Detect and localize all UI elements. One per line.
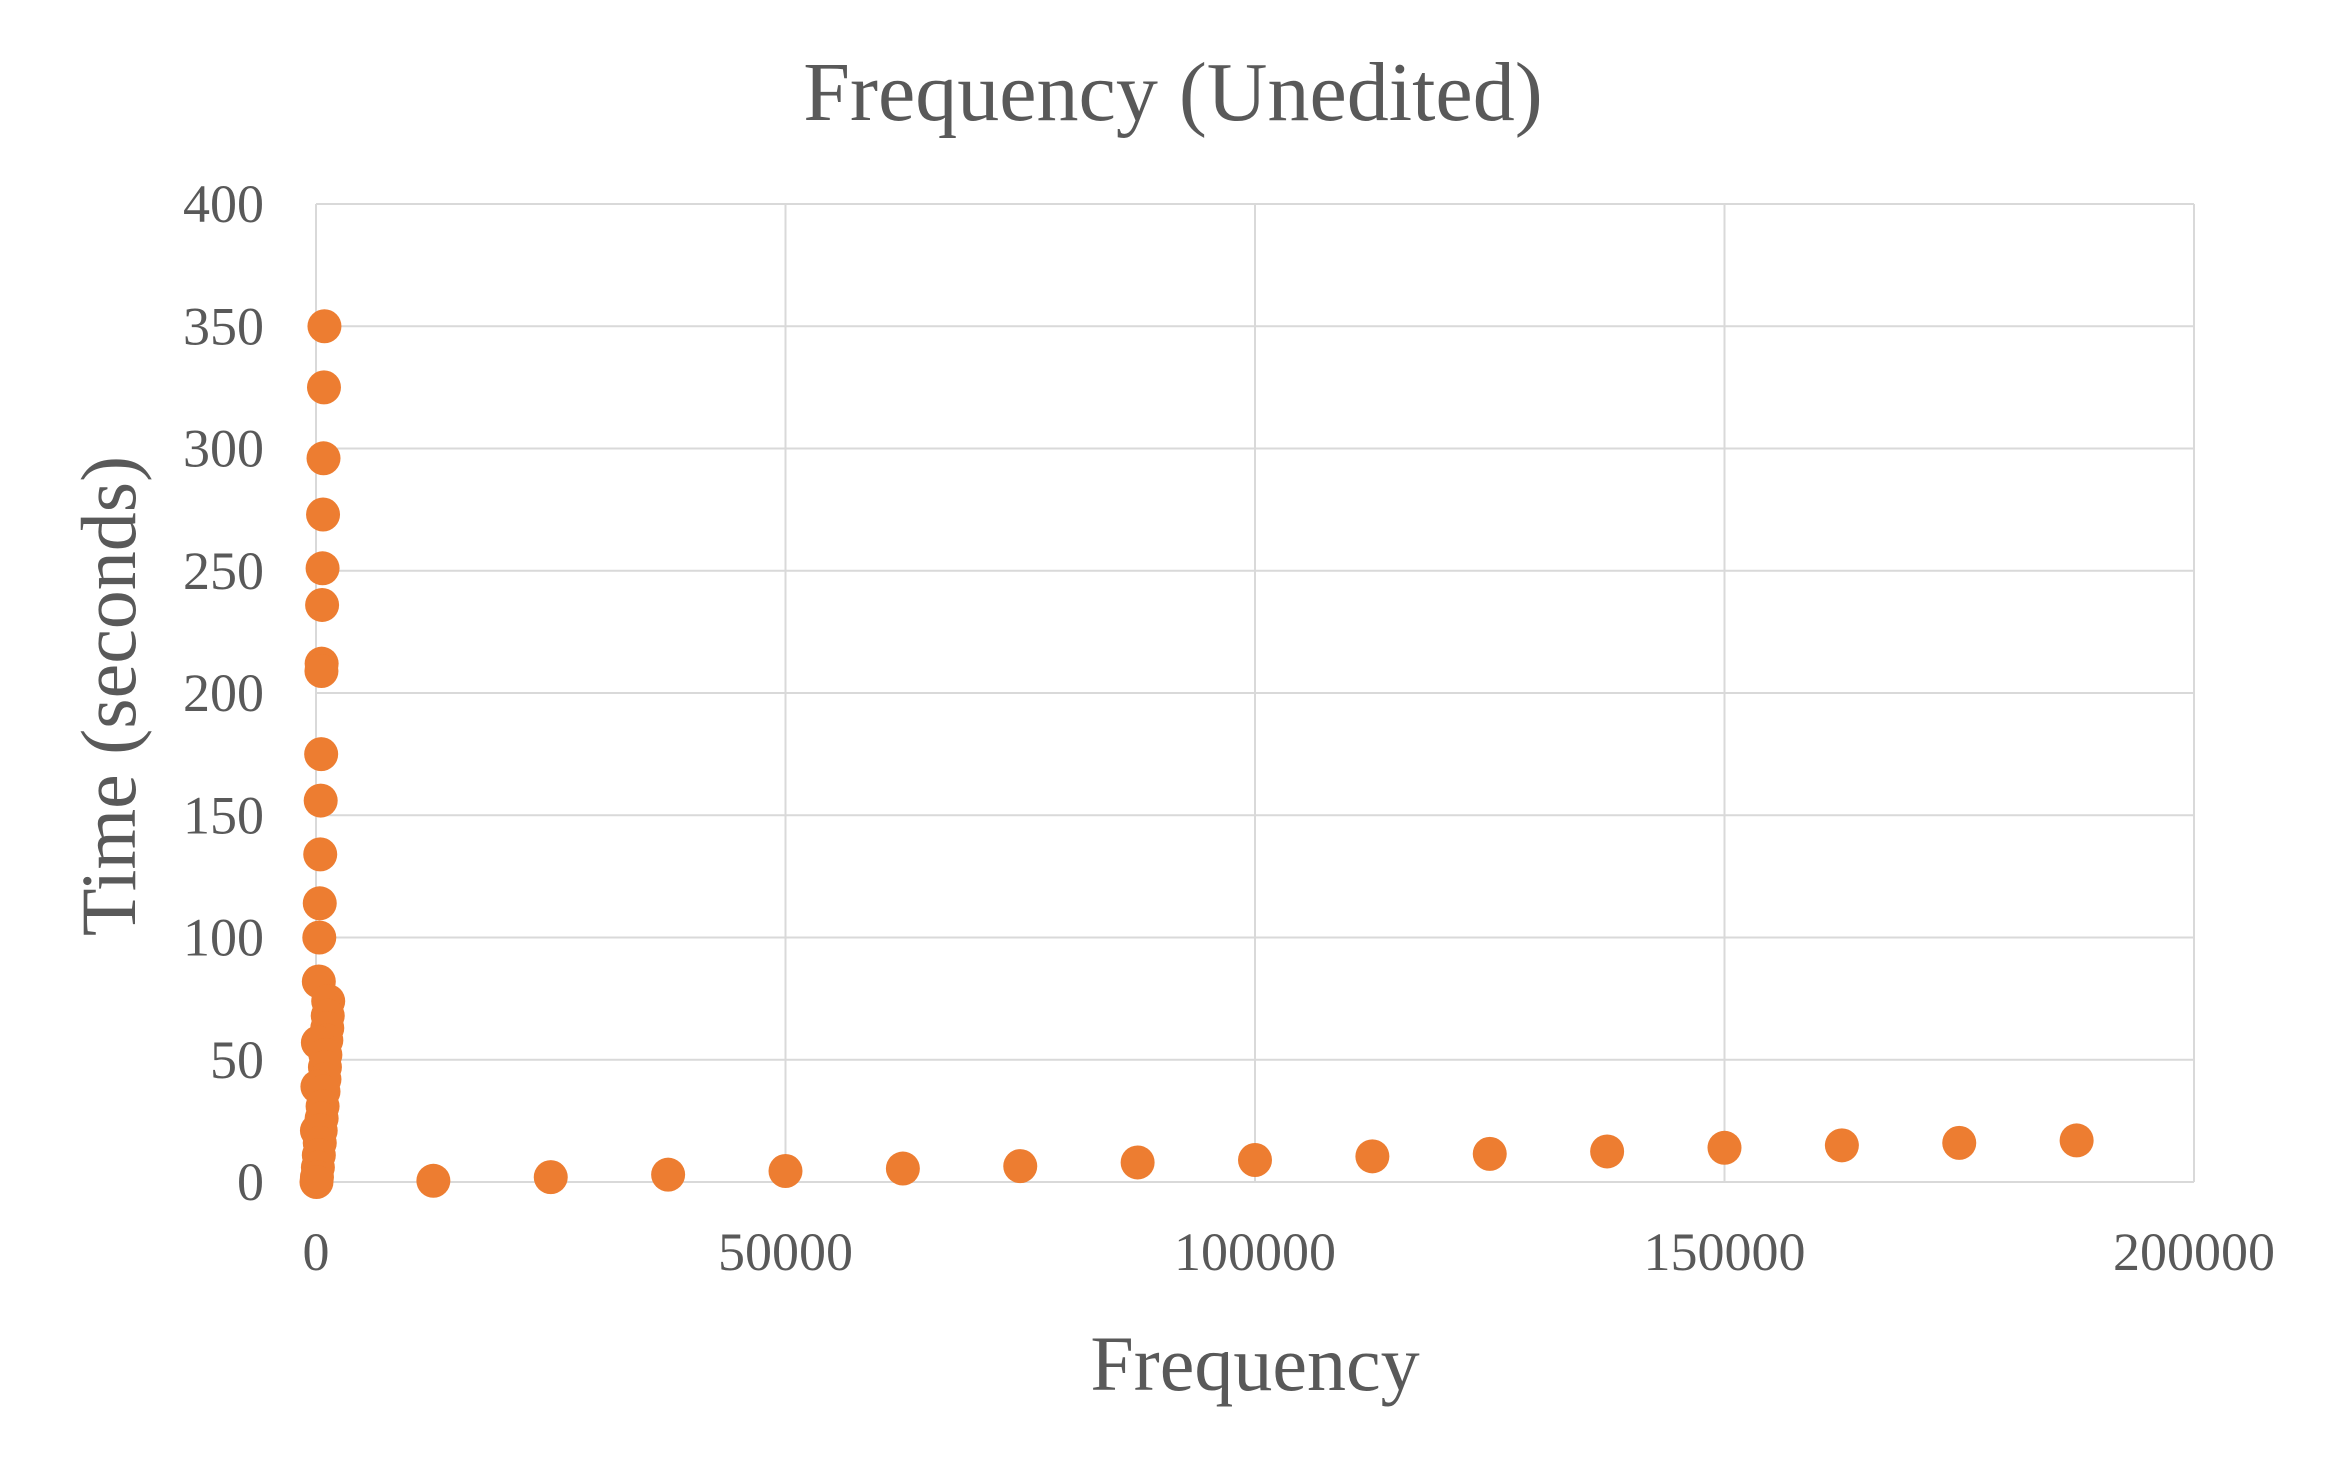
data-point (1824, 1128, 1859, 1163)
data-point (305, 587, 340, 622)
y-tick-label: 0 (237, 1152, 264, 1212)
data-point (768, 1153, 803, 1188)
data-point (1707, 1130, 1742, 1165)
data-point (307, 309, 342, 344)
data-point (306, 497, 341, 532)
data-point (303, 837, 338, 872)
y-tick-label: 400 (183, 174, 264, 234)
data-point (302, 920, 337, 955)
y-tick-label: 350 (183, 296, 264, 356)
x-tick-label: 50000 (718, 1222, 853, 1282)
y-tick-label: 100 (183, 908, 264, 968)
data-point (302, 886, 337, 921)
x-tick-label: 0 (303, 1222, 330, 1282)
x-tick-label: 150000 (1644, 1222, 1806, 1282)
data-point (299, 1165, 334, 1199)
data-point (1003, 1149, 1038, 1184)
x-tick-label: 200000 (2113, 1222, 2275, 1282)
data-point (1472, 1136, 1507, 1171)
grid-lines (315, 203, 2195, 1183)
data-point (304, 653, 339, 688)
x-axis-label: Frequency (1090, 1320, 1419, 1407)
y-tick-label: 50 (210, 1030, 264, 1090)
data-point (304, 737, 339, 772)
data-point (2059, 1123, 2094, 1158)
y-tick-label: 300 (183, 419, 264, 479)
x-tick-label: 100000 (1174, 1222, 1336, 1282)
data-point (306, 441, 341, 476)
data-point (533, 1160, 568, 1195)
y-tick-label: 150 (183, 785, 264, 845)
data-point (1238, 1142, 1272, 1177)
chart-title: Frequency (Unedited) (803, 46, 1542, 139)
data-point (306, 370, 341, 405)
data-points (299, 309, 2094, 1199)
y-tick-label: 250 (183, 541, 264, 601)
data-point (1590, 1134, 1625, 1169)
data-point (651, 1157, 686, 1192)
tick-labels: 0 50 100 150 200 250 300 350 400 0 50000 100000 1500… (183, 174, 2275, 1282)
data-point (305, 551, 340, 586)
data-point (885, 1151, 920, 1186)
data-point (1120, 1145, 1155, 1180)
data-point (416, 1163, 451, 1198)
data-point (303, 783, 338, 818)
y-tick-label: 200 (183, 663, 264, 723)
y-axis-label: Time (seconds) (65, 456, 152, 936)
data-point (1942, 1125, 1977, 1160)
data-point (1355, 1139, 1390, 1174)
